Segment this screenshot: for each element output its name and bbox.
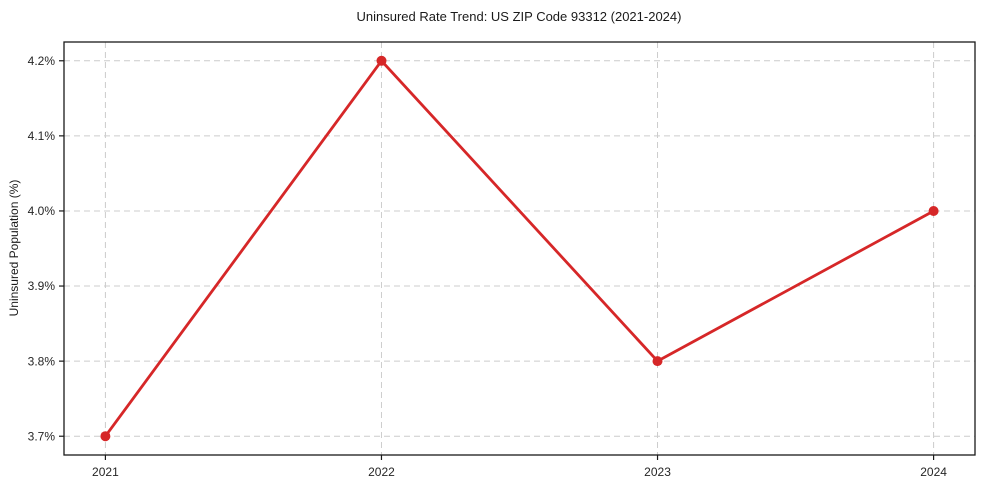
- y-tick-label: 3.9%: [28, 279, 56, 293]
- data-point: [376, 55, 387, 66]
- chart-title: Uninsured Rate Trend: US ZIP Code 93312 …: [357, 9, 682, 24]
- y-tick-label: 4.0%: [28, 204, 56, 218]
- y-tick-label: 4.2%: [28, 54, 56, 68]
- y-tick-labels: 3.7% 3.8% 3.9% 4.0% 4.1% 4.2%: [28, 54, 56, 443]
- y-tick-label: 3.8%: [28, 354, 56, 368]
- y-tick-label: 3.7%: [28, 429, 56, 443]
- x-tick-labels: 2021 2022 2023 2024: [92, 465, 947, 479]
- x-tick-label: 2024: [920, 465, 947, 479]
- gridlines: [64, 42, 975, 455]
- trend-line: [104, 59, 935, 438]
- data-point-markers: [100, 55, 939, 442]
- x-tick-label: 2023: [644, 465, 671, 479]
- y-tick-label: 4.1%: [28, 129, 56, 143]
- x-tick-label: 2021: [92, 465, 119, 479]
- plot-border: [63, 41, 976, 456]
- x-tick-label: 2022: [368, 465, 395, 479]
- y-axis-label: Uninsured Population (%): [7, 180, 21, 317]
- data-point: [652, 356, 663, 367]
- tick-marks: [59, 60, 935, 460]
- data-point: [100, 431, 111, 442]
- data-point: [928, 206, 939, 216]
